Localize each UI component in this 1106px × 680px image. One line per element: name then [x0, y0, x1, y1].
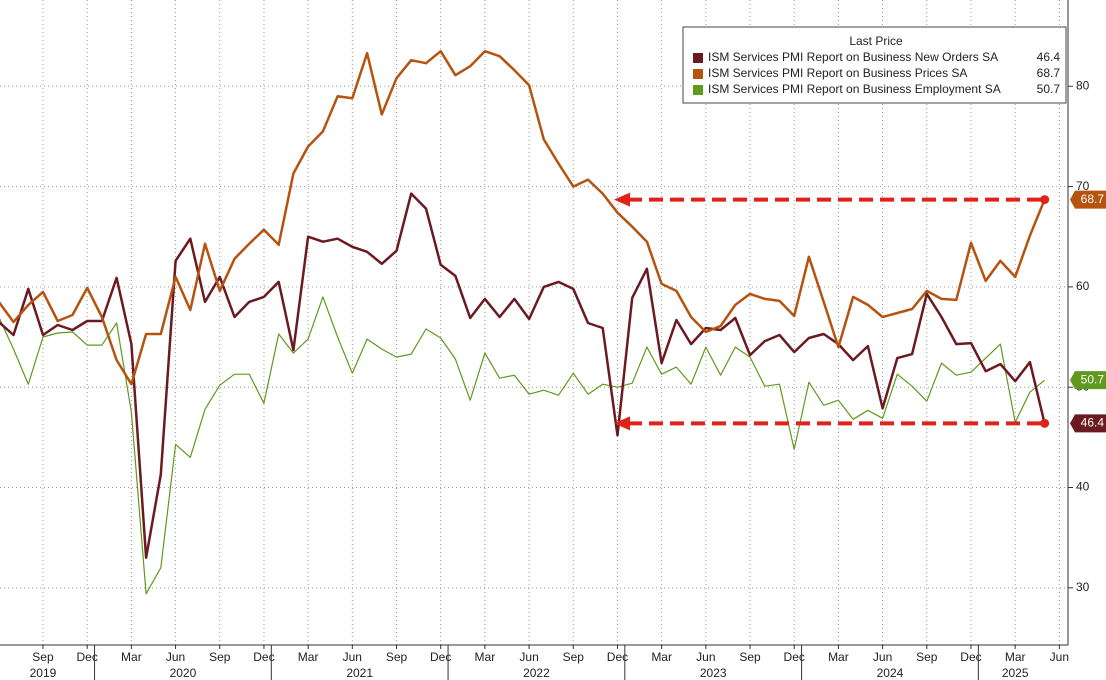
x-tick-label: Mar — [121, 650, 142, 664]
legend-value: 68.7 — [1037, 66, 1061, 80]
y-tick-label: 40 — [1076, 480, 1090, 494]
x-tick-label: Sep — [32, 650, 54, 664]
x-tick-label: Mar — [1005, 650, 1026, 664]
x-tick-label: Mar — [298, 650, 319, 664]
x-tick-label: Dec — [784, 650, 805, 664]
x-tick-label: Dec — [77, 650, 98, 664]
year-label: 2022 — [523, 666, 550, 680]
legend-box — [682, 26, 1067, 104]
legend-title: Last Price — [849, 34, 903, 48]
year-label: 2021 — [346, 666, 373, 680]
x-tick-label: Sep — [916, 650, 938, 664]
value-tag-label: 68.7 — [1081, 192, 1105, 206]
x-tick-label: Jun — [1050, 650, 1069, 664]
series-line — [0, 49, 1046, 386]
legend-swatch — [693, 85, 703, 95]
x-tick-label: Dec — [253, 650, 274, 664]
x-tick-label: Sep — [563, 650, 585, 664]
year-label: 2025 — [1002, 666, 1029, 680]
x-tick-label: Mar — [651, 650, 672, 664]
legend-label: ISM Services PMI Report on Business Pric… — [708, 66, 967, 80]
x-tick-label: Jun — [519, 650, 538, 664]
x-tick-label: Sep — [386, 650, 408, 664]
x-tick-label: Jun — [166, 650, 185, 664]
value-tag-label: 50.7 — [1081, 372, 1105, 386]
x-tick-label: Jun — [343, 650, 362, 664]
series-line — [0, 296, 1045, 595]
legend-swatch — [693, 53, 703, 63]
legend-value: 46.4 — [1037, 50, 1061, 64]
value-tag — [1070, 371, 1106, 390]
x-tick-label: Dec — [430, 650, 451, 664]
legend-swatch — [693, 69, 703, 79]
y-tick-label: 80 — [1076, 78, 1090, 92]
value-tag-label: 46.4 — [1081, 415, 1105, 429]
x-tick-label: Mar — [475, 650, 496, 664]
value-tag — [1070, 414, 1106, 433]
x-tick-label: Jun — [696, 650, 715, 664]
x-tick-label: Jun — [873, 650, 892, 664]
legend-value: 50.7 — [1037, 82, 1061, 96]
x-tick-label: Sep — [209, 650, 231, 664]
year-label: 2020 — [170, 666, 197, 680]
x-tick-label: Dec — [607, 650, 628, 664]
year-label: 2019 — [30, 666, 57, 680]
y-tick-label: 30 — [1076, 580, 1090, 594]
y-tick-label: 70 — [1076, 179, 1090, 193]
legend: Last Price ISM Services PMI Report on Bu… — [682, 26, 1067, 104]
arrow-head — [614, 416, 630, 431]
year-label: 2024 — [877, 666, 904, 680]
legend-label: ISM Services PMI Report on Business Empl… — [708, 82, 1001, 96]
arrow-dot — [1040, 418, 1050, 428]
y-tick-label: 60 — [1076, 279, 1090, 293]
x-tick-label: Mar — [828, 650, 849, 664]
series-line — [0, 192, 1046, 559]
year-label: 2023 — [700, 666, 727, 680]
arrow-head — [614, 192, 630, 207]
x-tick-label: Sep — [739, 650, 761, 664]
x-tick-label: Dec — [960, 650, 981, 664]
arrow-dot — [1040, 195, 1050, 205]
legend-label: ISM Services PMI Report on Business New … — [708, 50, 998, 64]
value-tag — [1070, 190, 1106, 209]
